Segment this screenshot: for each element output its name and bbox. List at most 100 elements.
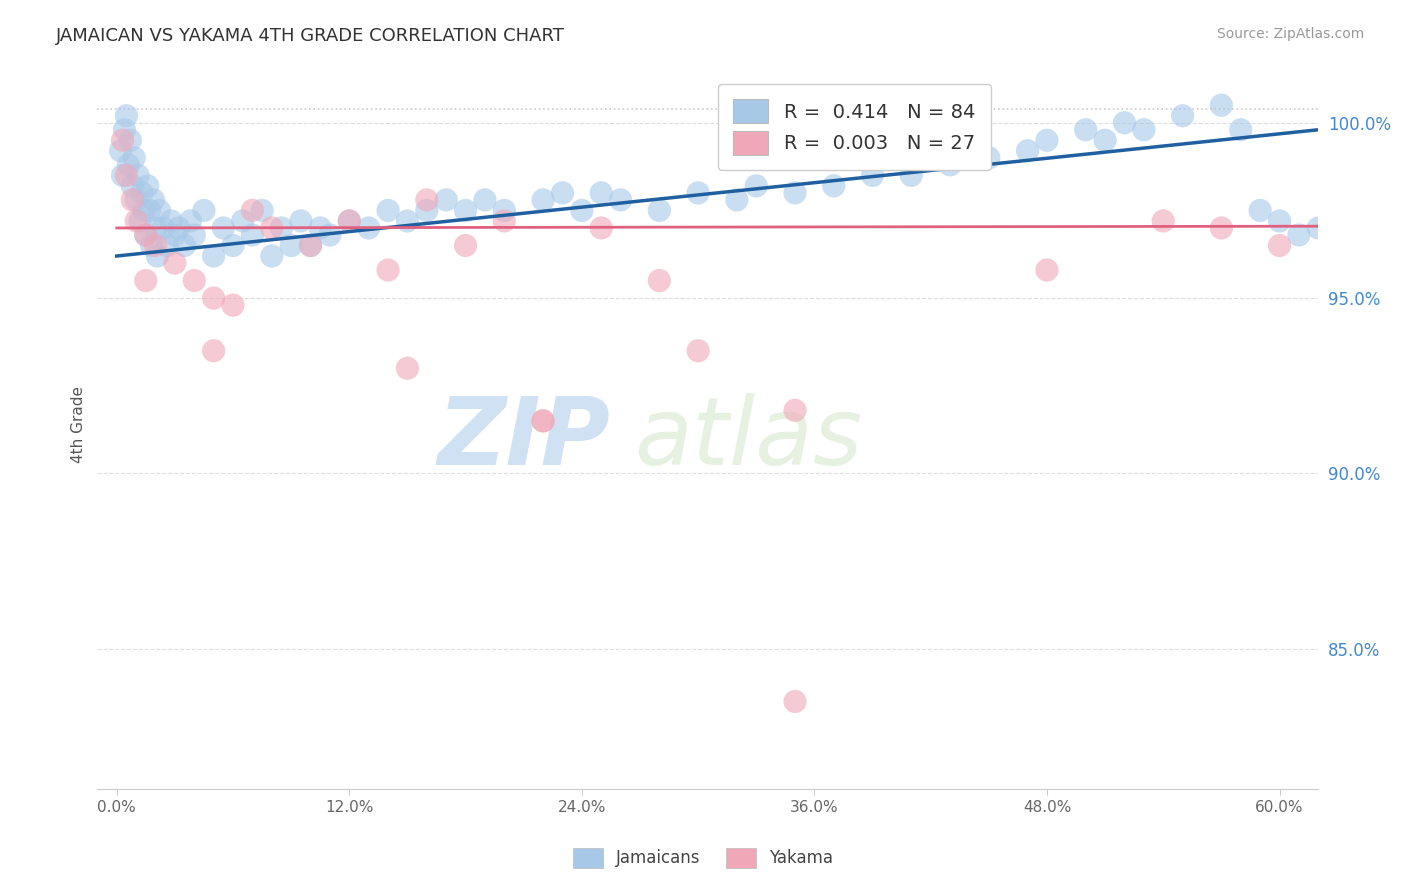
Point <box>494 203 516 218</box>
Point <box>1017 144 1039 158</box>
Point <box>114 122 136 136</box>
Point <box>121 193 143 207</box>
Point <box>1326 203 1348 218</box>
Point <box>111 169 134 183</box>
Point <box>145 238 167 252</box>
Point <box>232 214 254 228</box>
Point <box>120 133 142 147</box>
Point <box>783 694 806 708</box>
Point <box>531 414 554 428</box>
Point <box>531 414 554 428</box>
Point <box>688 186 710 200</box>
Point <box>337 214 360 228</box>
Point <box>115 109 138 123</box>
Point <box>319 227 342 242</box>
Point <box>299 238 322 252</box>
Point <box>745 178 768 193</box>
Point <box>260 221 283 235</box>
Point <box>1036 263 1059 277</box>
Point <box>591 221 613 235</box>
Point <box>725 193 748 207</box>
Point <box>531 193 554 207</box>
Point <box>1365 193 1388 207</box>
Point <box>280 238 302 252</box>
Legend: R =  0.414   N = 84, R =  0.003   N = 27: R = 0.414 N = 84, R = 0.003 N = 27 <box>718 84 991 170</box>
Point <box>1114 116 1136 130</box>
Point <box>1211 221 1233 235</box>
Point <box>212 221 235 235</box>
Point <box>135 227 157 242</box>
Point <box>571 203 593 218</box>
Point <box>1171 109 1194 123</box>
Point <box>1133 122 1156 136</box>
Point <box>783 403 806 417</box>
Point <box>1268 238 1291 252</box>
Point <box>396 214 419 228</box>
Point <box>167 221 190 235</box>
Point <box>309 221 332 235</box>
Point <box>163 227 186 242</box>
Point <box>377 263 399 277</box>
Point <box>127 169 149 183</box>
Point <box>173 238 195 252</box>
Point <box>337 214 360 228</box>
Point <box>1385 178 1406 193</box>
Point <box>290 214 312 228</box>
Point <box>823 178 845 193</box>
Point <box>1211 98 1233 112</box>
Point <box>396 361 419 376</box>
Point <box>160 214 183 228</box>
Point <box>939 158 962 172</box>
Point <box>202 343 225 358</box>
Point <box>270 221 292 235</box>
Point <box>152 221 174 235</box>
Point <box>260 249 283 263</box>
Point <box>141 238 163 252</box>
Text: ZIP: ZIP <box>437 393 610 485</box>
Point <box>474 193 496 207</box>
Point <box>494 214 516 228</box>
Point <box>146 249 169 263</box>
Point <box>591 186 613 200</box>
Point <box>132 203 155 218</box>
Point <box>179 214 201 228</box>
Point <box>138 203 160 218</box>
Point <box>242 227 264 242</box>
Point <box>1346 169 1368 183</box>
Point <box>142 193 165 207</box>
Point <box>250 203 273 218</box>
Point <box>135 274 157 288</box>
Point <box>1036 133 1059 147</box>
Point <box>183 274 205 288</box>
Text: Source: ZipAtlas.com: Source: ZipAtlas.com <box>1216 27 1364 41</box>
Point <box>434 193 457 207</box>
Point <box>357 221 380 235</box>
Point <box>110 144 132 158</box>
Point <box>454 238 477 252</box>
Point <box>688 343 710 358</box>
Point <box>222 238 245 252</box>
Point <box>1094 133 1116 147</box>
Point <box>111 133 134 147</box>
Point <box>242 203 264 218</box>
Legend: Jamaicans, Yakama: Jamaicans, Yakama <box>567 841 839 875</box>
Point <box>125 214 148 228</box>
Point <box>129 214 152 228</box>
Y-axis label: 4th Grade: 4th Grade <box>72 386 86 463</box>
Point <box>135 227 157 242</box>
Point <box>648 274 671 288</box>
Point <box>862 169 884 183</box>
Point <box>977 151 1000 165</box>
Point <box>783 186 806 200</box>
Point <box>551 186 574 200</box>
Point <box>1074 122 1097 136</box>
Point <box>648 203 671 218</box>
Point <box>1152 214 1174 228</box>
Point <box>125 193 148 207</box>
Point <box>454 203 477 218</box>
Point <box>115 169 138 183</box>
Point <box>121 178 143 193</box>
Point <box>202 249 225 263</box>
Point <box>222 298 245 312</box>
Point <box>136 178 159 193</box>
